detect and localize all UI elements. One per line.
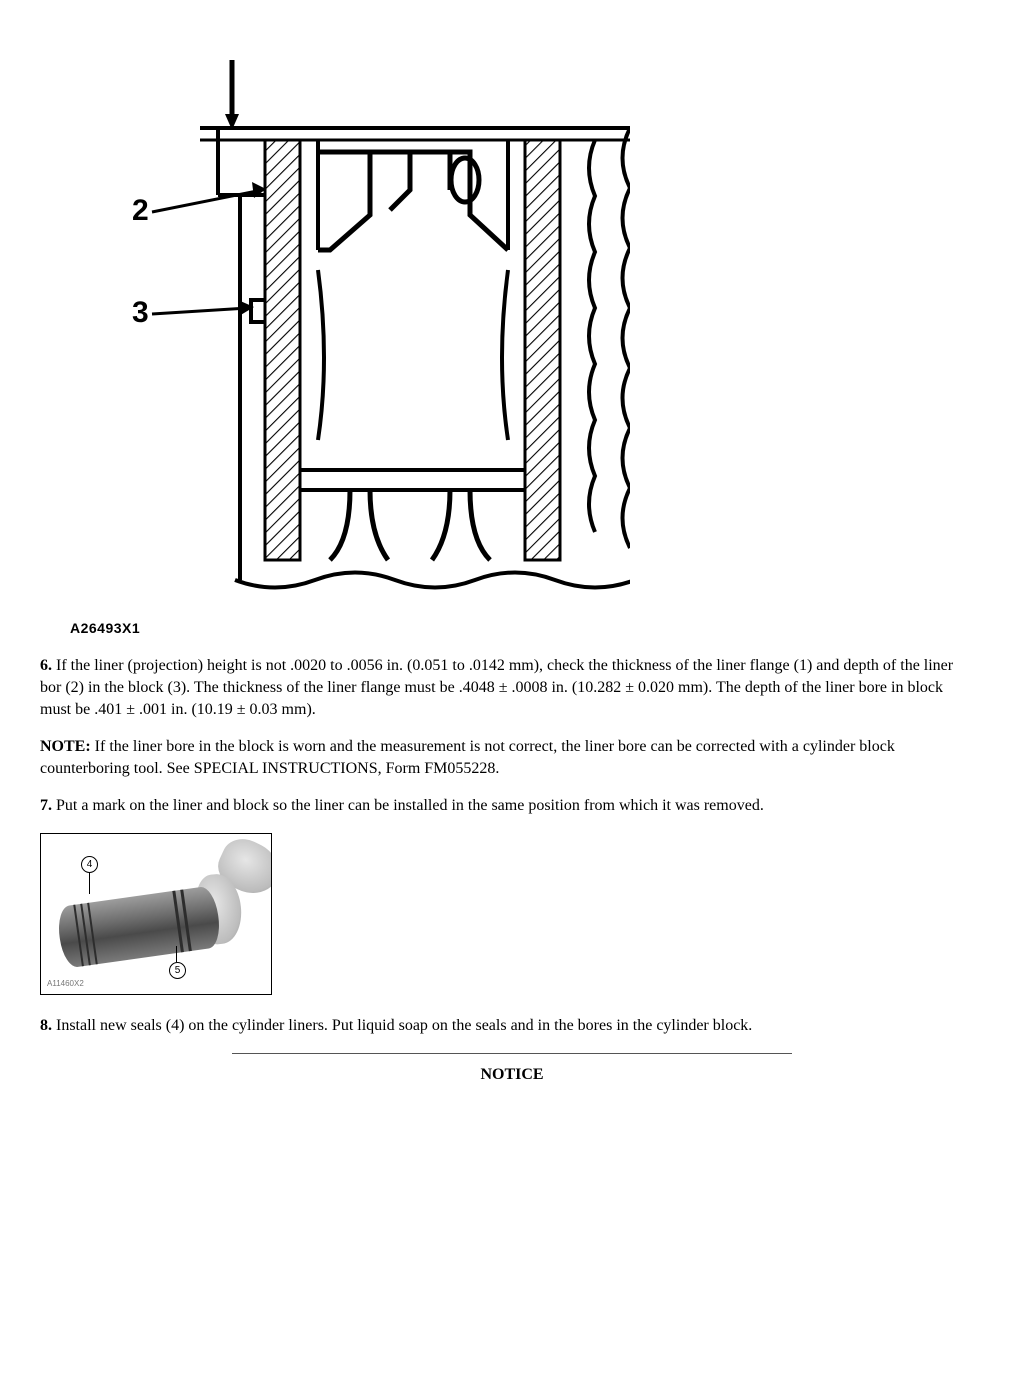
para7-text: Put a mark on the liner and block so the… bbox=[52, 797, 764, 814]
liner-body bbox=[55, 885, 222, 969]
para8-num: 8. bbox=[40, 1017, 52, 1034]
note-text: If the liner bore in the block is worn a… bbox=[40, 738, 895, 777]
note-label: NOTE: bbox=[40, 738, 91, 755]
callout-5: 5 bbox=[169, 962, 186, 979]
callout-4: 4 bbox=[81, 856, 98, 873]
figure2-ref: A11460X2 bbox=[47, 979, 84, 990]
notice-title: NOTICE bbox=[40, 1064, 984, 1086]
para8-text: Install new seals (4) on the cylinder li… bbox=[52, 1017, 752, 1034]
cross-section-svg: 2 3 bbox=[70, 40, 630, 600]
photo-box: 4 5 A11460X2 bbox=[40, 833, 272, 995]
figure-liner-photo: 4 5 A11460X2 bbox=[40, 833, 984, 995]
figure-cross-section: 2 3 A26493X1 bbox=[70, 40, 984, 637]
para6-text: If the liner (projection) height is not … bbox=[40, 657, 953, 717]
callout-2-label: 2 bbox=[132, 194, 149, 227]
para6-num: 6. bbox=[40, 657, 52, 674]
figure1-label: A26493X1 bbox=[70, 619, 984, 638]
callout-3-label: 3 bbox=[132, 296, 149, 329]
paragraph-6: 6. If the liner (projection) height is n… bbox=[40, 655, 960, 720]
paragraph-8: 8. Install new seals (4) on the cylinder… bbox=[40, 1015, 960, 1037]
paragraph-7: 7. Put a mark on the liner and block so … bbox=[40, 795, 960, 817]
callout-5-line bbox=[176, 946, 177, 962]
note-paragraph: NOTE: If the liner bore in the block is … bbox=[40, 736, 960, 779]
para7-num: 7. bbox=[40, 797, 52, 814]
callout-4-line bbox=[89, 872, 90, 894]
notice-rule bbox=[232, 1053, 792, 1054]
